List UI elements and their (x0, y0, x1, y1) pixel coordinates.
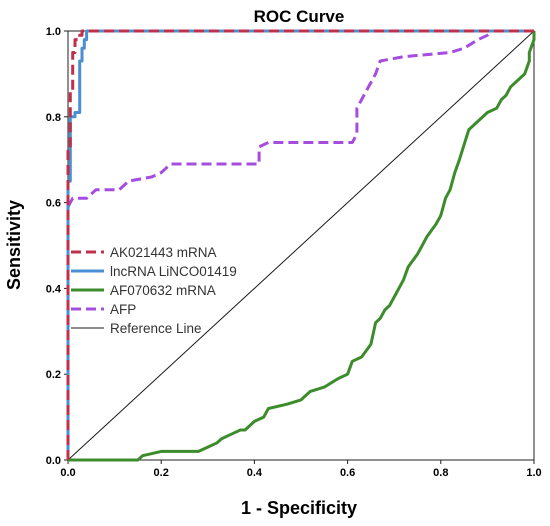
x-tick-label: 0.8 (433, 467, 448, 479)
legend: AK021443 mRNA lncRNA LiNCO01419 AF070632 m… (71, 245, 237, 336)
series-line-ak021443-mrna (66, 29, 534, 460)
legend-label-reference-line: Reference Line (110, 321, 202, 336)
chart-title: ROC Curve (254, 7, 345, 26)
y-tick-label: 0.4 (46, 283, 62, 295)
y-tick-label: 0.0 (46, 455, 61, 467)
y-tick-label: 1.0 (46, 26, 61, 38)
legend-label-ak021443-mrna: AK021443 mRNA (110, 245, 217, 260)
x-tick-label: 0.0 (60, 467, 75, 479)
series-line-reference-line (67, 30, 535, 461)
y-tick-label: 0.2 (46, 369, 61, 381)
legend-label-afp: AFP (110, 302, 136, 317)
x-tick-label: 0.6 (340, 467, 355, 479)
y-tick-label: 0.6 (46, 198, 61, 210)
plot-area: 0.0 0.2 0.4 0.6 0.8 1.0 0.0 0.2 0.4 0.6 0.8 1.0 (46, 26, 542, 479)
y-axis-label: Sensitivity (4, 200, 24, 290)
x-tick-label: 1.0 (526, 467, 541, 479)
x-tick-label: 0.4 (247, 467, 263, 479)
y-tick-label: 0.8 (46, 112, 61, 124)
legend-label-lncrna-linco01419: lncRNA LiNCO01419 (110, 264, 237, 279)
x-axis-label: 1 - Specificity (241, 498, 357, 518)
series-line-afp (66, 29, 534, 208)
legend-label-af070632-mrna: AF070632 mRNA (110, 283, 216, 298)
series-line-lncrna-linco01419 (66, 29, 534, 460)
series-line-af070632-mrna (68, 31, 536, 462)
x-tick-label: 0.2 (154, 467, 169, 479)
